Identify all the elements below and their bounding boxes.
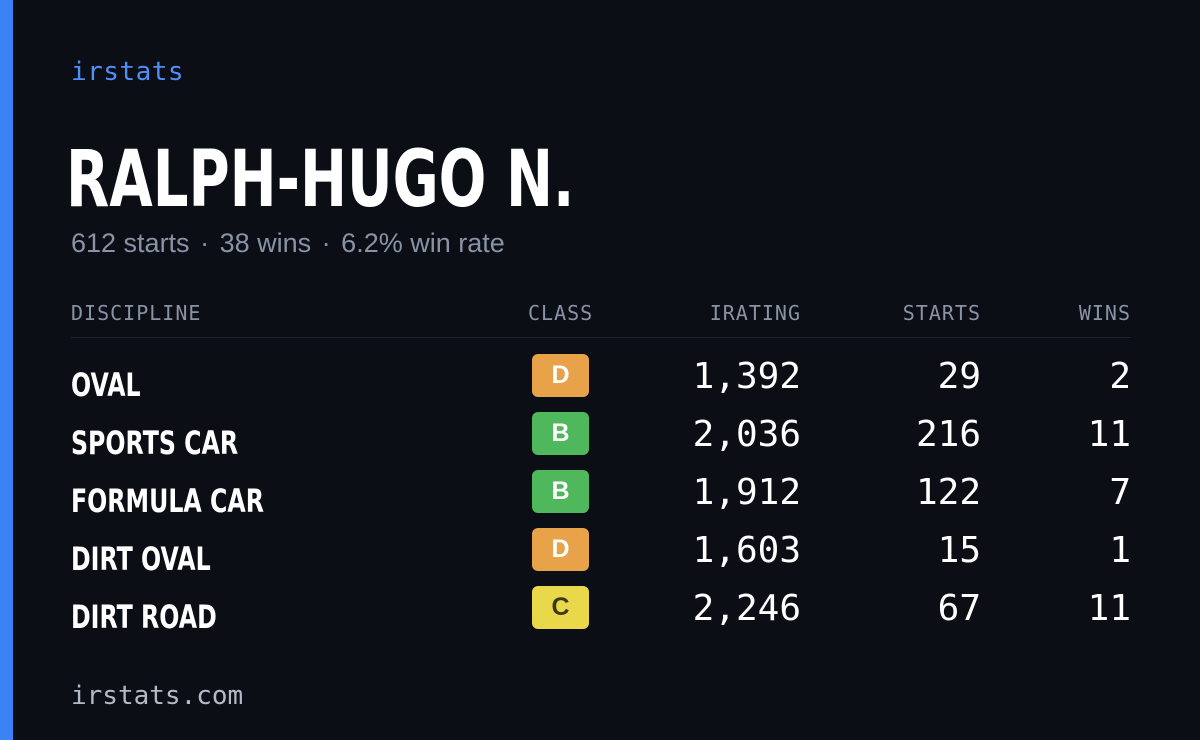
- irating-value: 1,912: [692, 472, 801, 513]
- class-badge: D: [532, 528, 589, 571]
- starts-value: 15: [937, 530, 981, 571]
- irating-value: 1,603: [692, 530, 801, 571]
- discipline-stats-table: DISCIPLINE CLASS IRATING STARTS WINS OVA…: [71, 298, 1131, 644]
- separator: ·: [200, 228, 210, 258]
- table-row: DIRT OVAL D 1,603 15 1: [71, 528, 1131, 586]
- wins-value: 7: [1109, 472, 1131, 513]
- class-badge: C: [532, 586, 589, 629]
- separator: ·: [321, 228, 331, 258]
- starts-summary: 612 starts: [71, 228, 190, 258]
- header-starts: STARTS: [902, 301, 981, 325]
- discipline-name: SPORTS CAR: [71, 424, 239, 462]
- discipline-name: DIRT ROAD: [71, 598, 217, 636]
- irating-value: 2,246: [692, 588, 801, 629]
- header-class: CLASS: [528, 301, 594, 325]
- class-badge: D: [532, 354, 589, 397]
- brand-logo-text: irstats: [71, 57, 185, 87]
- table-row: DIRT ROAD C 2,246 67 11: [71, 586, 1131, 644]
- starts-value: 29: [937, 356, 981, 397]
- starts-value: 122: [915, 472, 981, 513]
- table-row: OVAL D 1,392 29 2: [71, 354, 1131, 412]
- starts-value: 67: [937, 588, 981, 629]
- wins-value: 11: [1087, 414, 1131, 455]
- winrate-summary: 6.2% win rate: [341, 228, 505, 258]
- wins-summary: 38 wins: [219, 228, 312, 258]
- footer-url: irstats.com: [71, 681, 244, 711]
- class-badge: B: [532, 470, 589, 513]
- header-irating: IRATING: [709, 301, 801, 325]
- table-row: SPORTS CAR B 2,036 216 11: [71, 412, 1131, 470]
- class-badge: B: [532, 412, 589, 455]
- discipline-name: DIRT OVAL: [71, 540, 211, 578]
- discipline-name: FORMULA CAR: [71, 482, 264, 520]
- header-wins: WINS: [1078, 301, 1131, 325]
- irating-value: 1,392: [692, 356, 801, 397]
- wins-value: 11: [1087, 588, 1131, 629]
- wins-value: 1: [1109, 530, 1131, 571]
- table-header: DISCIPLINE CLASS IRATING STARTS WINS: [71, 298, 1131, 338]
- starts-value: 216: [915, 414, 981, 455]
- header-discipline: DISCIPLINE: [71, 301, 202, 325]
- discipline-name: OVAL: [71, 366, 141, 404]
- player-summary: 612 starts · 38 wins · 6.2% win rate: [71, 228, 505, 259]
- player-name: RALPH-HUGO N.: [66, 135, 575, 225]
- accent-bar: [0, 0, 13, 740]
- wins-value: 2: [1109, 356, 1131, 397]
- irating-value: 2,036: [692, 414, 801, 455]
- table-row: FORMULA CAR B 1,912 122 7: [71, 470, 1131, 528]
- table-body: OVAL D 1,392 29 2 SPORTS CAR B 2,036 216…: [71, 354, 1131, 644]
